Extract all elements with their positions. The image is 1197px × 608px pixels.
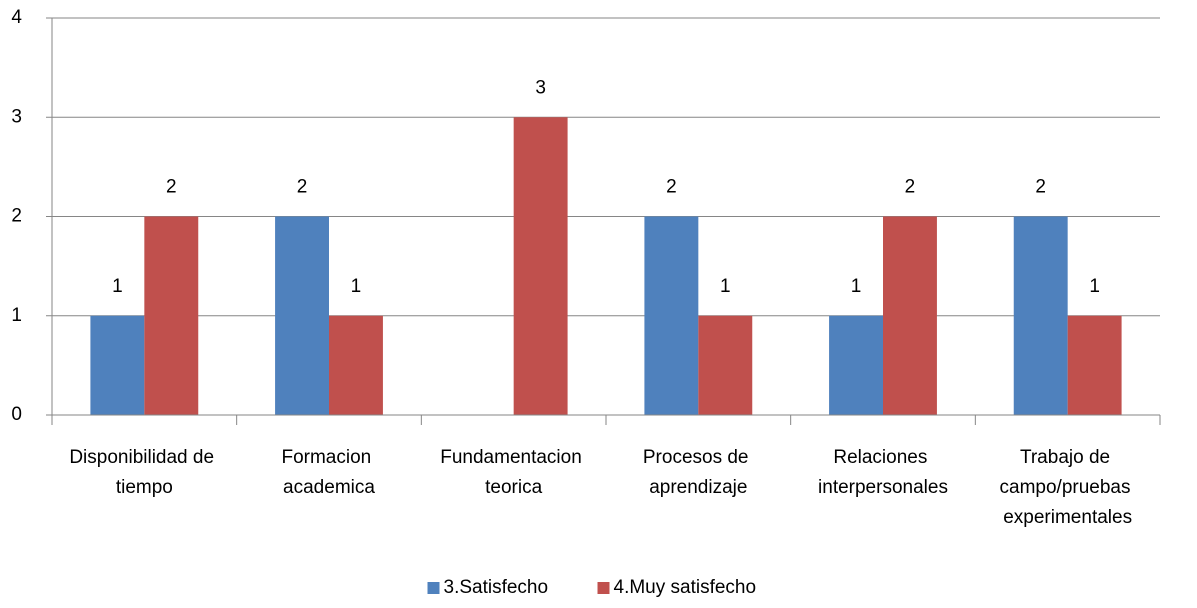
y-tick-label: 3 xyxy=(11,106,22,127)
bar xyxy=(644,216,699,415)
x-tick-label: Procesos de aprendizaje xyxy=(643,447,754,498)
bar xyxy=(90,315,145,415)
bar xyxy=(883,216,937,415)
data-label: 2 xyxy=(297,177,308,198)
legend-label: 3.Satisfecho xyxy=(444,577,549,598)
data-label: 2 xyxy=(166,177,177,198)
y-tick-label: 0 xyxy=(11,404,22,425)
y-tick-label: 4 xyxy=(11,7,22,28)
data-label: 1 xyxy=(351,276,362,297)
data-label: 3 xyxy=(535,77,546,98)
bar xyxy=(275,216,329,415)
legend-swatch xyxy=(597,582,610,594)
bar xyxy=(698,315,753,415)
y-tick-label: 2 xyxy=(11,206,22,227)
x-tick-label: Relaciones interpersonales xyxy=(818,447,948,498)
data-label: 2 xyxy=(905,177,916,198)
data-label: 2 xyxy=(1035,177,1046,198)
x-tick-label: Fundamentacion teorica xyxy=(440,447,587,498)
data-label: 1 xyxy=(720,276,731,297)
legend-swatch xyxy=(427,582,440,594)
x-tick-label: Disponibilidad de tiempo xyxy=(69,447,219,498)
bar xyxy=(829,315,883,415)
x-tick-label: Trabajo de campo/pruebas experimentales xyxy=(1000,447,1136,528)
data-label: 1 xyxy=(112,276,123,297)
bar xyxy=(329,315,383,415)
legend-label: 4.Muy satisfecho xyxy=(614,577,757,598)
bar xyxy=(1013,216,1068,415)
data-label: 1 xyxy=(1089,276,1100,297)
data-label: 2 xyxy=(666,177,677,198)
x-tick-label: Formacion academica xyxy=(281,447,376,498)
bar xyxy=(513,117,568,415)
bar xyxy=(1067,315,1122,415)
bar xyxy=(144,216,199,415)
data-label: 1 xyxy=(851,276,862,297)
y-tick-label: 1 xyxy=(11,305,22,326)
